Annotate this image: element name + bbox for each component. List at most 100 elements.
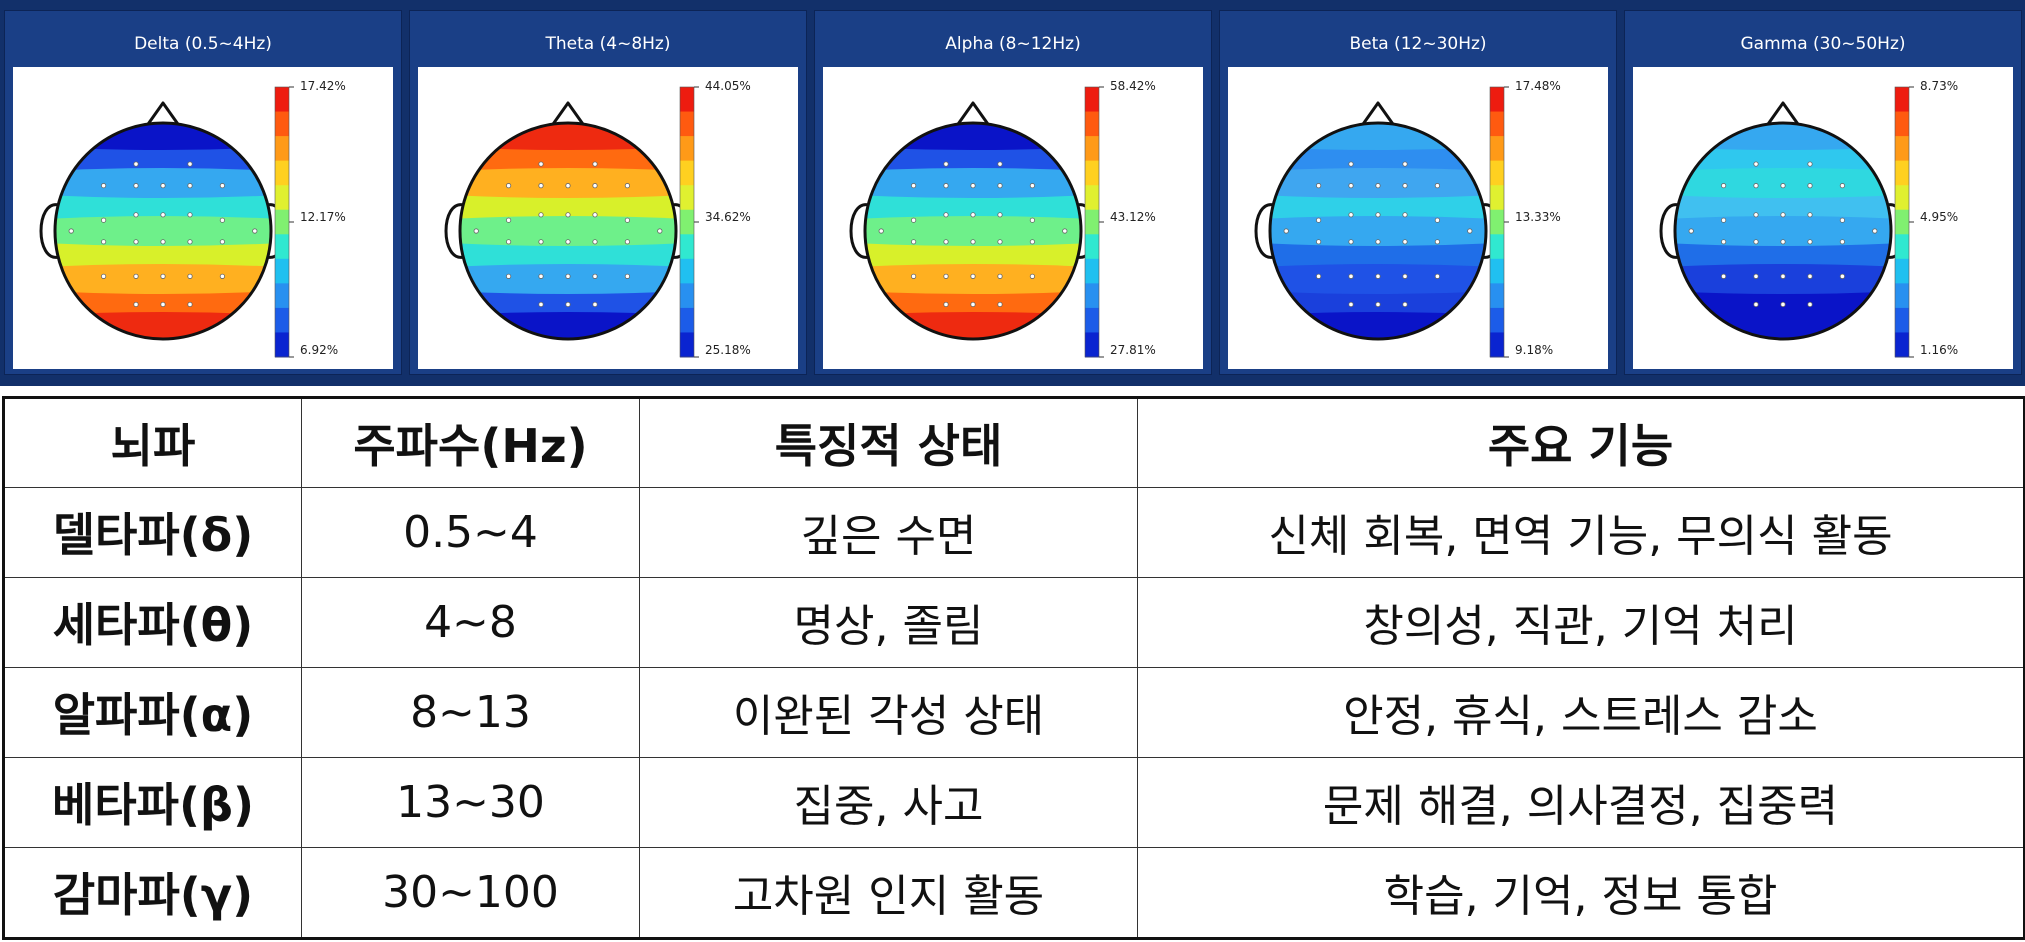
electrode-marker [101, 183, 107, 189]
panel-title: Delta (0.5~4Hz) [134, 34, 272, 54]
electrode-marker [160, 212, 166, 218]
colorbar-segment [275, 136, 289, 162]
electrode-marker [943, 273, 949, 279]
contour-band [1675, 123, 1891, 155]
electrode-marker [1062, 228, 1068, 234]
electrode-marker [1375, 273, 1381, 279]
electrode-marker [187, 239, 193, 245]
topomap-plot: 8.73% 4.95% 1.16% [1633, 67, 2013, 369]
electrode-marker [538, 161, 544, 167]
colorbar-segment [275, 87, 289, 113]
frequency-cell: 8~13 [301, 666, 640, 758]
electrode-marker [911, 273, 917, 279]
head-outline [1673, 121, 1893, 341]
electrode-marker [1434, 183, 1440, 189]
electrode-marker [624, 217, 630, 223]
colorbar-segment [680, 111, 694, 137]
contour-band [1270, 312, 1486, 339]
colorbar-segment [680, 209, 694, 235]
colorbar-segment [1085, 111, 1099, 137]
colorbar-mid-label: 43.12% [1110, 210, 1156, 224]
function-cell: 안정, 휴식, 스트레스 감소 [1137, 666, 2025, 758]
table-row: 알파파(α) 8~13 이완된 각성 상태 안정, 휴식, 스트레스 감소 [3, 666, 2025, 758]
panel-title: Gamma (30~50Hz) [1740, 34, 1906, 54]
electrode-marker [624, 183, 630, 189]
colorbar-segment [1085, 87, 1099, 113]
colorbar-segment [1895, 111, 1909, 137]
colorbar-segment [680, 160, 694, 186]
colorbar-segment [1490, 234, 1504, 260]
electrode-marker [1402, 183, 1408, 189]
electrode-marker [506, 239, 512, 245]
colorbar-segment [1490, 87, 1504, 113]
electrode-marker [997, 161, 1003, 167]
colorbar-min-label: 6.92% [300, 343, 339, 357]
electrode-marker [1348, 273, 1354, 279]
nose-icon [549, 101, 587, 128]
electrode-marker [538, 183, 544, 189]
contour-band [1675, 264, 1891, 299]
electrode-marker [160, 301, 166, 308]
electrode-marker [187, 273, 193, 279]
topomap-plot: 44.05% 34.62% 25.18% [418, 67, 798, 369]
electrode-marker [1348, 239, 1354, 245]
electrode-marker [565, 239, 571, 245]
colorbar-segment [680, 258, 694, 284]
electrode-marker [1839, 217, 1845, 223]
electrode-marker [943, 212, 949, 218]
electrode-marker [506, 183, 512, 189]
electrode-marker [970, 273, 976, 279]
electrode-marker [1721, 273, 1727, 279]
colorbar-segment [1085, 209, 1099, 235]
topomap-panel-alpha: Alpha (8~12Hz) 58.42% 43.12% 27.81% [814, 10, 1212, 375]
colorbar-max-label: 44.05% [705, 79, 751, 93]
wave-name-cell: 세타파(θ) [3, 576, 302, 668]
electrode-marker [1780, 273, 1786, 279]
electrode-marker [187, 183, 193, 189]
head-map [39, 86, 294, 358]
topomap-contours [1270, 123, 1486, 339]
electrode-marker [1839, 183, 1845, 189]
colorbar-segment [1085, 185, 1099, 211]
electrode-marker [943, 301, 949, 308]
colorbar-segment [680, 87, 694, 113]
electrode-marker [1721, 239, 1727, 245]
function-cell: 창의성, 직관, 기억 처리 [1137, 576, 2025, 668]
colorbar-segment [1895, 332, 1909, 358]
electrode-marker [133, 239, 139, 245]
electrode-marker [1402, 161, 1408, 167]
colorbar-segment [275, 234, 289, 260]
electrode-marker [538, 212, 544, 218]
electrode-marker [943, 183, 949, 189]
head-map [1659, 86, 1914, 358]
electrode-marker [1688, 228, 1694, 234]
contour-band [1675, 312, 1891, 339]
contour-band [1270, 264, 1486, 299]
head-outline [458, 121, 678, 341]
topomap-panel-beta: Beta (12~30Hz) 17.48% 13.33% 9.18% [1219, 10, 1617, 375]
electrode-marker [1434, 217, 1440, 223]
electrode-marker [592, 212, 598, 218]
electrode-marker [1780, 212, 1786, 218]
panel-title: Theta (4~8Hz) [545, 34, 671, 54]
wave-name-cell: 델타파(δ) [3, 486, 302, 578]
contour-band [865, 312, 1081, 339]
electrode-marker [592, 273, 598, 279]
electrode-marker [1375, 301, 1381, 308]
electrode-marker [1348, 301, 1354, 308]
head-outline [1268, 121, 1488, 341]
electrode-marker [219, 239, 225, 245]
panel-title: Alpha (8~12Hz) [945, 34, 1081, 54]
electrode-marker [970, 212, 976, 218]
electrode-marker [943, 239, 949, 245]
electrode-marker [160, 239, 166, 245]
colorbar-mid-label: 12.17% [300, 210, 346, 224]
table-row: 감마파(γ) 30~100 고차원 인지 활동 학습, 기억, 정보 통합 [3, 846, 2025, 940]
colorbar-segment [1490, 307, 1504, 333]
electrode-marker [252, 228, 258, 234]
electrode-marker [1402, 212, 1408, 218]
contour-band [55, 312, 271, 339]
nose-icon [1359, 101, 1397, 128]
electrode-marker [1402, 273, 1408, 279]
electrode-marker [1029, 183, 1035, 189]
